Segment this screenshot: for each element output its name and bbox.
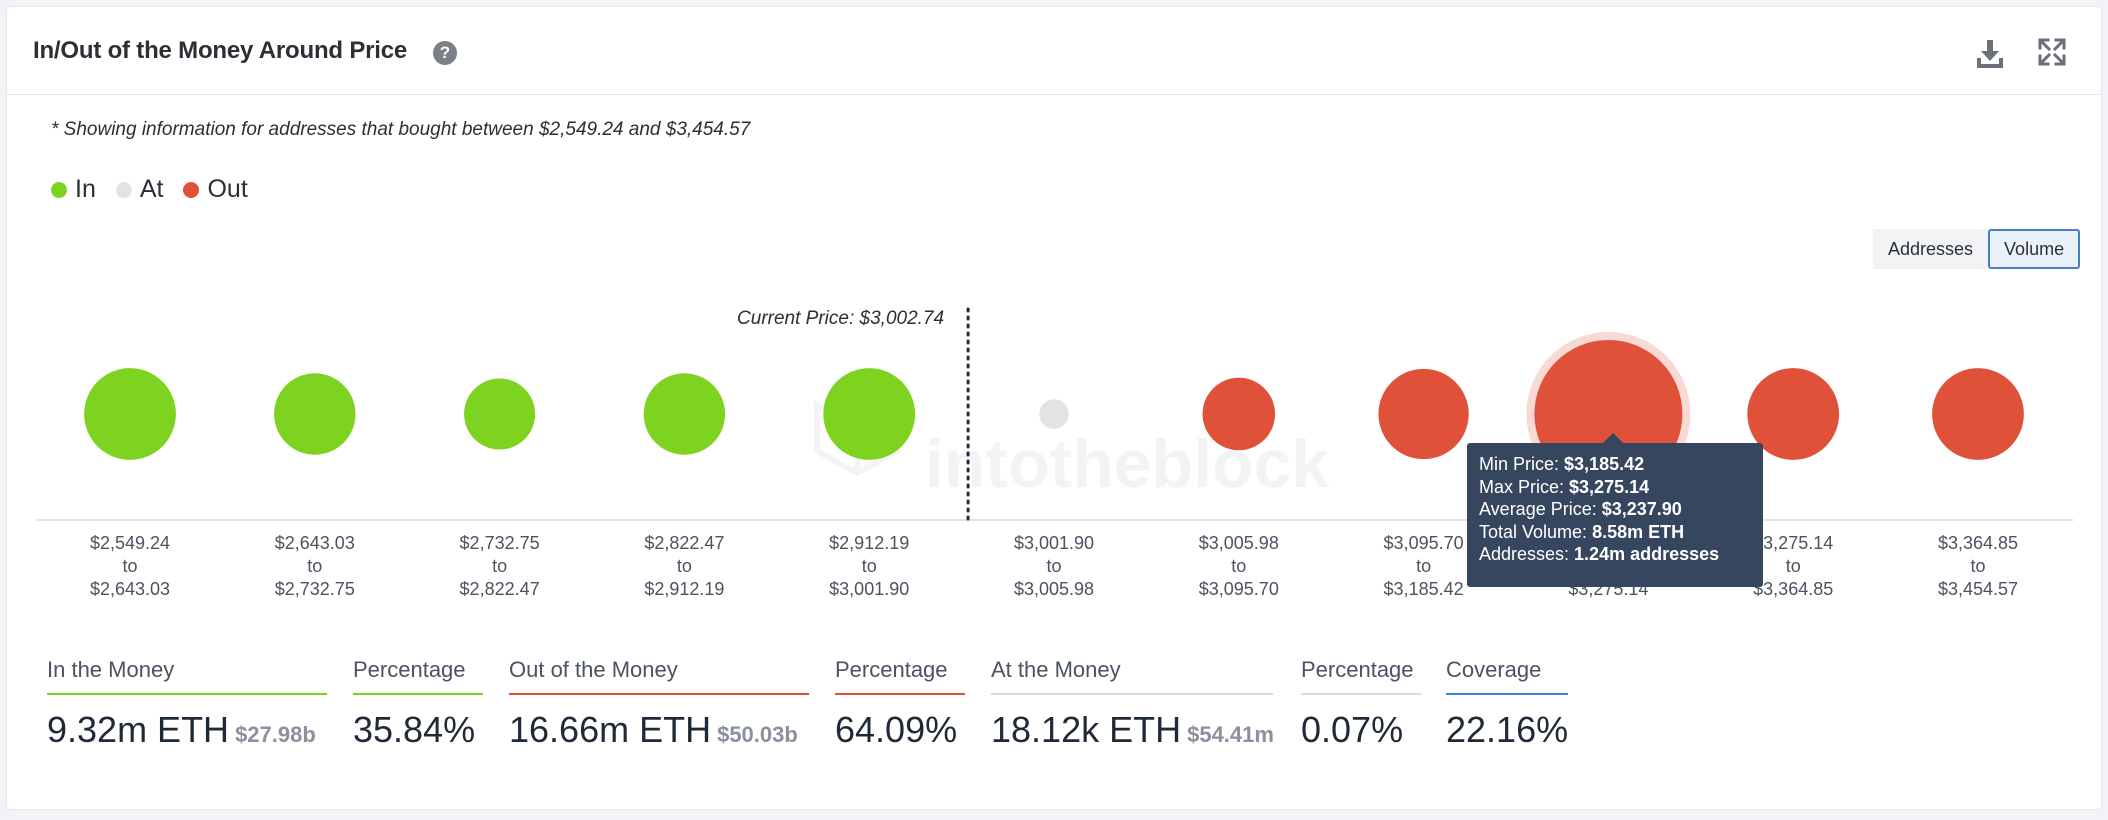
x-tick-label: $2,549.24: [90, 533, 170, 553]
stat-at-the-money: At the Money 18.12k ETH $54.41m: [991, 657, 1274, 751]
addresses-button[interactable]: Addresses: [1873, 229, 1989, 269]
bubble-chart: intotheblock Current Price: $3,002.74 $2,5…: [37, 307, 2073, 599]
bubble: [823, 368, 916, 460]
legend-dot-in: [51, 181, 67, 198]
x-tick-label: $3,095.70: [1199, 579, 1279, 599]
tooltip-row: Min Price: $3,185.42: [1479, 454, 1645, 474]
legend-item-in[interactable]: In: [51, 175, 96, 204]
expand-icon[interactable]: [2037, 37, 2067, 67]
x-tick-label: $2,912.19: [829, 533, 909, 553]
tooltip-row: Average Price: $3,237.90: [1479, 499, 1682, 519]
tooltip: Min Price: $3,185.42 Max Price: $3,275.1…: [1467, 443, 1763, 587]
card-header: In/Out of the Money Around Price ?: [7, 7, 2101, 95]
x-tick-label: $3,001.90: [1014, 533, 1094, 553]
volume-button[interactable]: Volume: [1988, 229, 2081, 269]
x-tick-label: to: [1046, 556, 1061, 576]
x-tick-label: $2,822.47: [460, 579, 540, 599]
x-tick-label: $3,454.57: [1938, 579, 2018, 599]
x-tick-label: to: [492, 556, 507, 576]
tooltip-arrow: [1602, 433, 1624, 444]
x-tick-label: $3,001.90: [829, 579, 909, 599]
x-tick-label: to: [862, 556, 877, 576]
stat-in-percentage: Percentage 35.84%: [353, 657, 483, 751]
legend-item-at[interactable]: At: [115, 175, 164, 204]
current-price-label: Current Price: $3,002.74: [737, 308, 944, 329]
bubble: [84, 368, 176, 460]
x-tick-label: $3,005.98: [1199, 533, 1279, 553]
legend-label-in: In: [75, 175, 96, 203]
bubble: [643, 373, 726, 455]
stat-label: Out of the Money: [509, 657, 678, 682]
stat-value: 22.16%: [1446, 709, 1569, 750]
x-tick-label: $2,732.75: [460, 533, 540, 553]
metric-toggle: Addresses Volume: [1873, 229, 2081, 269]
stat-underline: [835, 693, 965, 695]
stat-value: 18.12k ETH $54.41m: [991, 709, 1274, 750]
help-icon[interactable]: ?: [433, 41, 457, 65]
x-tick-label: $2,643.03: [90, 579, 170, 599]
x-tick-label: $2,643.03: [275, 533, 355, 553]
stat-underline: [353, 693, 483, 695]
tooltip-row: Total Volume: 8.58m ETH: [1479, 521, 1685, 542]
x-tick-label: $3,364.85: [1938, 533, 2018, 553]
stat-out-percentage: Percentage 64.09%: [835, 657, 965, 751]
svg-text:intotheblock: intotheblock: [925, 426, 1329, 502]
stat-value: 0.07%: [1301, 709, 1404, 750]
x-tick-label: to: [122, 556, 137, 576]
stat-value: 9.32m ETH $27.98b: [47, 709, 316, 750]
legend-label-out: Out: [207, 175, 248, 203]
download-icon[interactable]: [1975, 37, 2005, 69]
chart-card: In/Out of the Money Around Price ? * Sho…: [6, 6, 2102, 810]
x-tick-label: $3,275.14: [1753, 533, 1833, 553]
stat-out-of-the-money: Out of the Money 16.66m ETH $50.03b: [509, 657, 809, 751]
bubble: [274, 373, 356, 455]
bubble: [1932, 368, 2024, 460]
x-tick-label: $3,185.42: [1384, 579, 1464, 599]
stats-row: In the Money 9.32m ETH $27.98b Percentage…: [47, 657, 2087, 767]
x-tick-label: $3,095.70: [1384, 533, 1464, 553]
stat-label: Percentage: [353, 657, 466, 682]
x-tick-label: $3,005.98: [1014, 579, 1094, 599]
x-tick-label: to: [1786, 556, 1801, 576]
legend: In At Out: [51, 175, 248, 204]
x-tick-label: to: [307, 556, 322, 576]
stat-underline: [991, 693, 1273, 695]
stat-label: Percentage: [835, 657, 948, 682]
stat-value: 35.84%: [353, 709, 476, 750]
stat-underline: [47, 693, 327, 695]
bubble: [1202, 377, 1276, 451]
stat-at-percentage: Percentage 0.07%: [1301, 657, 1421, 751]
x-tick-label: to: [1970, 556, 1985, 576]
legend-label-at: At: [139, 175, 164, 203]
x-tick-label: to: [1416, 556, 1431, 576]
stat-underline: [1301, 693, 1421, 695]
bubble: [1378, 368, 1469, 460]
x-tick-label: $3,364.85: [1753, 579, 1833, 599]
range-note: * Showing information for addresses that…: [51, 119, 751, 140]
tooltip-row: Max Price: $3,275.14: [1479, 476, 1650, 497]
stat-label: At the Money: [991, 657, 1121, 682]
stat-value: 64.09%: [835, 709, 958, 750]
bubble: [464, 378, 536, 450]
bubble: [1039, 399, 1069, 429]
stat-coverage: Coverage 22.16%: [1446, 657, 1568, 751]
stat-label: In the Money: [47, 657, 175, 682]
stat-underline: [1446, 693, 1568, 695]
x-tick-label: $2,822.47: [644, 533, 724, 553]
legend-dot-at: [115, 181, 132, 198]
stat-value: 16.66m ETH $50.03b: [509, 709, 798, 750]
tooltip-row: Addresses: 1.24m addresses: [1479, 544, 1720, 564]
stat-underline: [509, 693, 809, 695]
x-tick-label: to: [677, 556, 692, 576]
bubble: [1747, 368, 1840, 460]
stat-label: Coverage: [1446, 657, 1542, 682]
x-tick-label: $2,912.19: [644, 579, 724, 599]
stat-label: Percentage: [1301, 657, 1414, 682]
x-tick-label: $2,732.75: [275, 579, 355, 599]
legend-dot-out: [183, 181, 200, 198]
card-title: In/Out of the Money Around Price: [33, 37, 408, 64]
legend-item-out[interactable]: Out: [183, 175, 248, 204]
x-tick-label: to: [1231, 556, 1246, 576]
stat-in-the-money: In the Money 9.32m ETH $27.98b: [47, 657, 327, 751]
